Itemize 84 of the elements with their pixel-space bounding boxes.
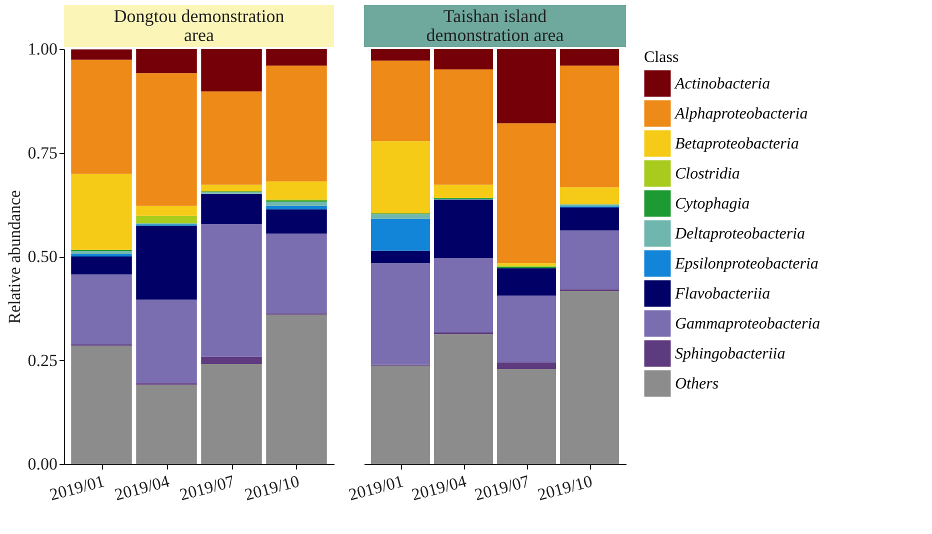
bar bbox=[136, 206, 197, 216]
legend-title: Class bbox=[644, 49, 679, 66]
bar bbox=[371, 60, 430, 142]
bar bbox=[71, 49, 132, 60]
y-tick-label: 0.25 bbox=[28, 350, 58, 370]
bar bbox=[201, 356, 262, 364]
legend-label: Cytophagia bbox=[675, 196, 750, 212]
legend-label: Epsilonproteobacteria bbox=[674, 256, 818, 272]
bar bbox=[136, 73, 197, 206]
bar bbox=[497, 368, 556, 464]
bar bbox=[497, 123, 556, 264]
bar bbox=[497, 49, 556, 124]
bar bbox=[371, 263, 430, 365]
bar bbox=[434, 49, 493, 70]
bar bbox=[266, 206, 327, 210]
bar bbox=[560, 290, 619, 464]
bar bbox=[434, 334, 493, 464]
bar bbox=[434, 258, 493, 332]
bar bbox=[266, 202, 327, 206]
bar bbox=[497, 362, 556, 369]
bar bbox=[560, 49, 619, 66]
bar bbox=[201, 224, 262, 357]
bar bbox=[201, 91, 262, 185]
bar bbox=[71, 251, 132, 254]
bar bbox=[71, 346, 132, 464]
legend-label: Alphaproteobacteria bbox=[674, 106, 808, 122]
x-tick-label: 2019/01 bbox=[48, 472, 106, 504]
bar bbox=[266, 314, 327, 464]
bar bbox=[434, 184, 493, 198]
y-tick-label: 0.00 bbox=[28, 454, 58, 474]
y-tick-label: 0.75 bbox=[28, 143, 58, 162]
bar bbox=[201, 364, 262, 464]
bar bbox=[266, 209, 327, 234]
bar bbox=[560, 187, 619, 204]
chart-title: Taishan island demonstration area bbox=[426, 6, 564, 45]
bar bbox=[371, 250, 430, 264]
legend-label: Deltaproteobacteria bbox=[674, 226, 806, 242]
x-tick-label: 2019/10 bbox=[536, 472, 594, 504]
x-tick-label: 2019/04 bbox=[410, 471, 469, 504]
bar bbox=[434, 69, 493, 185]
bar bbox=[371, 218, 430, 251]
bar bbox=[497, 296, 556, 362]
x-tick-label: 2019/04 bbox=[112, 471, 172, 504]
bar bbox=[71, 174, 132, 250]
x-tick-label: 2019/07 bbox=[178, 471, 237, 504]
x-tick-label: 2019/10 bbox=[242, 472, 302, 504]
bar bbox=[266, 49, 327, 66]
bar bbox=[371, 49, 430, 61]
bar bbox=[434, 200, 493, 258]
bar bbox=[371, 214, 430, 219]
bar bbox=[201, 194, 262, 224]
chart-title: Dongtou demonstration area bbox=[114, 6, 284, 45]
legend-label: Sphingobacteriia bbox=[675, 346, 786, 362]
legend-label: Others bbox=[675, 376, 719, 392]
bar bbox=[497, 268, 556, 296]
legend-label: Clostridia bbox=[675, 166, 740, 182]
bar bbox=[136, 300, 197, 384]
bar bbox=[136, 384, 197, 464]
x-tick-label: 2019/01 bbox=[346, 472, 406, 504]
legend-label: Gammaproteobacteria bbox=[675, 316, 820, 332]
bar bbox=[371, 141, 430, 214]
bar bbox=[71, 256, 132, 274]
bar bbox=[71, 274, 132, 344]
bar bbox=[266, 234, 327, 314]
bar bbox=[560, 230, 619, 290]
bar bbox=[71, 60, 132, 174]
bar bbox=[560, 208, 619, 230]
bar bbox=[136, 226, 197, 300]
legend-label: Flavobacteriia bbox=[674, 286, 770, 302]
bar bbox=[136, 49, 197, 74]
bar bbox=[266, 66, 327, 182]
legend-label: Betaproteobacteria bbox=[675, 136, 799, 152]
bar bbox=[136, 216, 197, 224]
bar bbox=[201, 184, 262, 192]
y-tick-label: 0.50 bbox=[28, 247, 58, 266]
bar bbox=[497, 263, 556, 266]
y-axis-title: Relative abundance bbox=[4, 190, 24, 324]
bar bbox=[266, 181, 327, 200]
bar bbox=[201, 49, 262, 92]
x-tick-label: 2019/07 bbox=[472, 471, 532, 504]
bar bbox=[560, 66, 619, 188]
y-tick-label: 1.00 bbox=[28, 40, 58, 58]
bar bbox=[371, 366, 430, 464]
legend-label: Actinobacteria bbox=[674, 76, 770, 92]
